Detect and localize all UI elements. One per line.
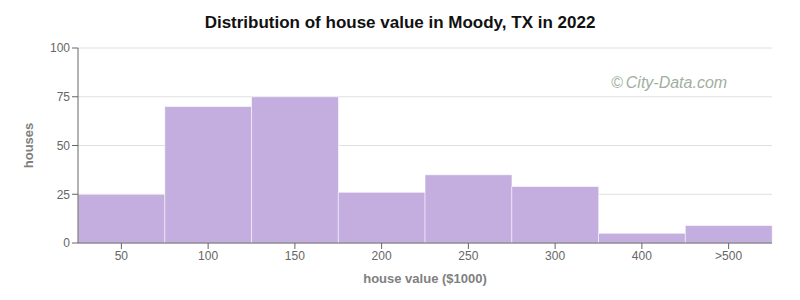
svg-text:0: 0 (63, 236, 70, 250)
html-text:© City-Data.com: © City-Data.com (611, 74, 728, 92)
svg-text:house value ($1000): house value ($1000) (363, 271, 487, 286)
svg-text:400: 400 (632, 249, 652, 263)
svg-text:300: 300 (545, 249, 565, 263)
svg-text:25: 25 (57, 188, 71, 202)
svg-text:250: 250 (458, 249, 478, 263)
svg-text:150: 150 (285, 249, 305, 263)
html-text:Distribution of house value in: Distribution of house value in Moody, TX… (204, 13, 596, 32)
svg-text:houses: houses (21, 123, 36, 169)
svg-text:50: 50 (115, 249, 129, 263)
svg-text:50: 50 (57, 139, 71, 153)
svg-text:100: 100 (198, 249, 218, 263)
svg-text:75: 75 (57, 90, 71, 104)
svg-text:>500: >500 (715, 249, 742, 263)
svg-text:100: 100 (50, 41, 70, 55)
svg-text:200: 200 (372, 249, 392, 263)
